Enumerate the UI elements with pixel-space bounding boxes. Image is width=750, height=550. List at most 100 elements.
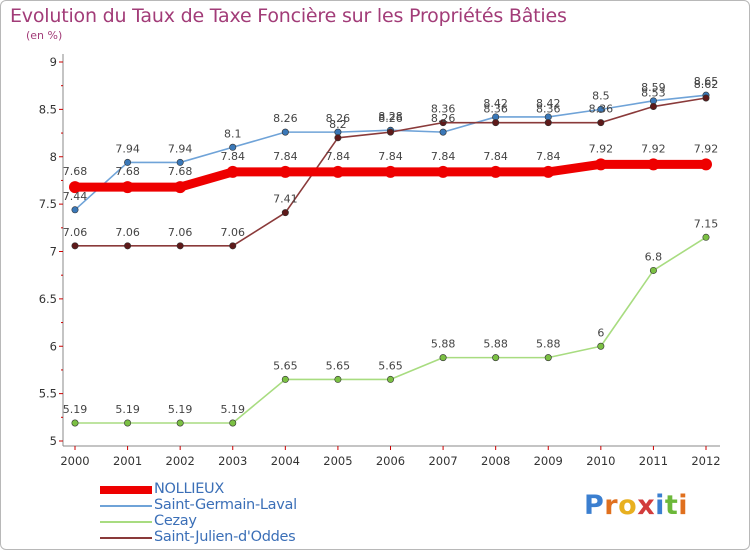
data-label-cezay: 5.88 xyxy=(431,338,456,351)
data-label-cezay: 7.15 xyxy=(694,217,719,230)
data-label-saint-germain-laval: 7.44 xyxy=(63,190,88,203)
legend-label-saint-germain-laval: Saint-Germain-Laval xyxy=(154,497,297,513)
legend-label-nollieux: NOLLIEUX xyxy=(154,481,225,497)
y-tick-label: 8 xyxy=(50,150,57,164)
x-tick-label: 2010 xyxy=(586,454,615,468)
data-label-saint-germain-laval: 8.65 xyxy=(694,75,719,88)
point-saint-julien-d-oddes xyxy=(597,119,605,127)
data-label-saint-germain-laval: 8.28 xyxy=(378,110,403,123)
data-label-saint-germain-laval: 8.5 xyxy=(592,89,610,102)
data-label-cezay: 5.19 xyxy=(115,403,140,416)
point-cezay xyxy=(702,233,710,241)
data-label-saint-germain-laval: 8.42 xyxy=(536,97,561,110)
proxiti-logo: Proxiti xyxy=(584,490,688,521)
point-saint-germain-laval xyxy=(176,158,184,166)
data-label-saint-germain-laval: 8.42 xyxy=(483,97,508,110)
y-tick-label: 8.5 xyxy=(39,102,57,116)
data-label-saint-julien-d-oddes: 8.26 xyxy=(378,112,403,125)
data-label-nollieux: 7.92 xyxy=(589,142,614,155)
data-label-saint-julien-d-oddes: 8.36 xyxy=(589,103,614,116)
point-nollieux xyxy=(594,158,607,171)
point-cezay xyxy=(597,342,605,350)
data-labels: 7.447.94 7.948.18.26 8.26 8.28 8.268.42 8.428… xyxy=(63,75,719,416)
data-label-saint-julien-d-oddes: 7.06 xyxy=(115,226,140,239)
point-nollieux xyxy=(226,165,239,178)
point-cezay xyxy=(439,354,447,362)
point-nollieux xyxy=(121,181,134,194)
data-label-saint-julien-d-oddes: 7.06 xyxy=(221,226,246,239)
data-label-nollieux: 7.84 xyxy=(483,150,508,163)
point-saint-germain-laval xyxy=(229,143,237,151)
point-saint-julien-d-oddes xyxy=(124,242,132,250)
y-tick-label: 9 xyxy=(50,55,57,69)
y-tick-label: 7 xyxy=(50,245,57,259)
data-label-nollieux: 7.84 xyxy=(221,150,246,163)
point-cezay xyxy=(124,419,132,427)
chart-subtitle: (en %) xyxy=(26,29,63,42)
data-label-cezay: 5.65 xyxy=(273,359,298,372)
legend-swatch-saint-julien-d-oddes xyxy=(100,537,152,539)
point-saint-julien-d-oddes xyxy=(492,119,500,127)
x-tick-label: 2005 xyxy=(323,454,352,468)
series-line-cezay xyxy=(74,236,707,424)
data-label-saint-julien-d-oddes: 8.2 xyxy=(329,118,347,131)
point-saint-germain-laval xyxy=(439,128,447,136)
x-tick-label: 2000 xyxy=(60,454,89,468)
legend-label-saint-julien-d-oddes: Saint-Julien-d'Oddes xyxy=(154,529,296,545)
data-label-cezay: 5.65 xyxy=(326,359,351,372)
x-tick-label: 2002 xyxy=(166,454,195,468)
point-nollieux xyxy=(489,165,502,178)
point-saint-julien-d-oddes xyxy=(544,119,552,127)
data-label-nollieux: 7.84 xyxy=(326,150,351,163)
y-tick-label: 7.5 xyxy=(39,197,57,211)
point-cezay xyxy=(334,375,342,383)
chart-title: Evolution du Taux de Taxe Foncière sur l… xyxy=(10,5,567,27)
y-tick-label: 6.5 xyxy=(39,292,57,306)
point-saint-julien-d-oddes xyxy=(649,103,657,111)
series-markers xyxy=(69,91,712,427)
point-nollieux xyxy=(331,165,344,178)
logo-letter: r xyxy=(604,490,619,521)
legend-swatch-cezay xyxy=(100,521,152,523)
point-saint-julien-d-oddes xyxy=(281,209,289,217)
point-nollieux xyxy=(384,165,397,178)
data-label-saint-julien-d-oddes: 8.36 xyxy=(536,103,561,116)
point-saint-germain-laval xyxy=(597,105,605,113)
data-label-saint-germain-laval: 8.59 xyxy=(641,81,666,94)
point-cezay xyxy=(544,354,552,362)
data-label-saint-germain-laval: 7.94 xyxy=(115,142,140,155)
point-nollieux xyxy=(279,165,292,178)
point-nollieux xyxy=(700,158,712,171)
data-label-nollieux: 7.68 xyxy=(168,165,193,178)
point-saint-germain-laval xyxy=(281,128,289,136)
data-label-saint-germain-laval: 8.26 xyxy=(326,112,351,125)
data-label-saint-julien-d-oddes: 7.41 xyxy=(273,193,298,206)
legend-swatch-nollieux xyxy=(100,486,152,494)
data-label-cezay: 5.19 xyxy=(63,403,88,416)
data-label-nollieux: 7.84 xyxy=(536,150,561,163)
logo-letter: i xyxy=(655,490,665,521)
data-label-saint-julien-d-oddes: 7.06 xyxy=(63,226,88,239)
data-label-nollieux: 7.68 xyxy=(63,165,88,178)
point-saint-julien-d-oddes xyxy=(229,242,237,250)
point-cezay xyxy=(649,266,657,274)
point-nollieux xyxy=(437,165,450,178)
y-tick-label: 5 xyxy=(50,434,57,448)
point-saint-julien-d-oddes xyxy=(702,94,710,102)
point-saint-germain-laval xyxy=(124,158,132,166)
point-saint-julien-d-oddes xyxy=(176,242,184,250)
data-label-saint-germain-laval: 8.26 xyxy=(431,112,456,125)
data-label-nollieux: 7.68 xyxy=(115,165,140,178)
logo-letter: o xyxy=(618,490,638,521)
x-tick-label: 2009 xyxy=(534,454,563,468)
data-label-nollieux: 7.92 xyxy=(694,142,719,155)
x-tick-label: 2003 xyxy=(218,454,247,468)
point-cezay xyxy=(281,375,289,383)
x-tick-label: 2001 xyxy=(113,454,142,468)
point-nollieux xyxy=(542,165,555,178)
data-label-cezay: 5.19 xyxy=(221,403,246,416)
logo-letter: P xyxy=(584,490,605,521)
data-label-saint-germain-laval: 8.1 xyxy=(224,127,242,140)
legend-swatch-saint-germain-laval xyxy=(100,505,152,507)
